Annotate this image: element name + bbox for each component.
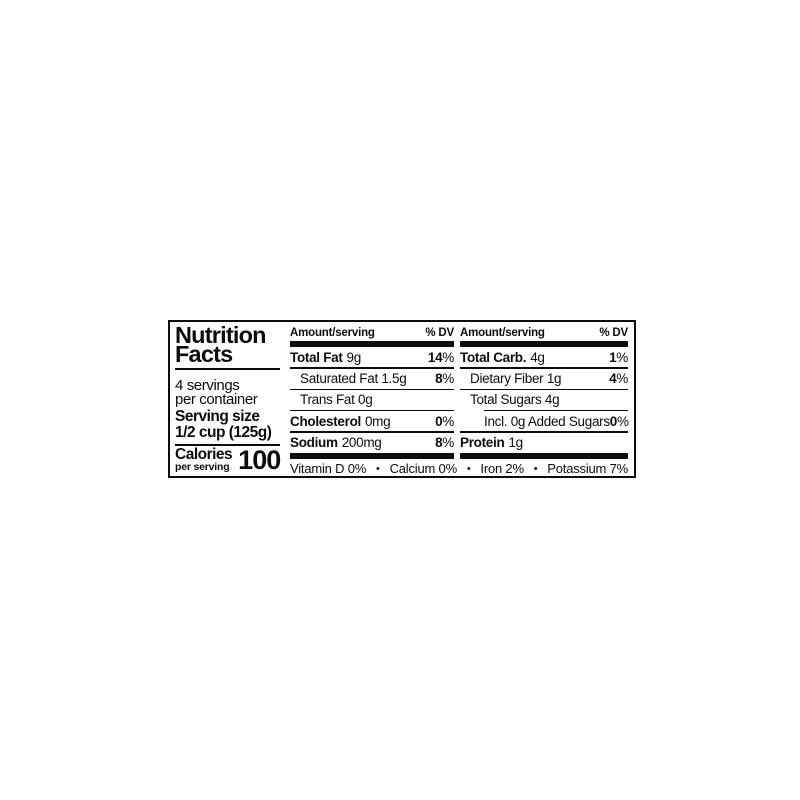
divider [175,368,280,370]
nutrient-amount: Total Carb. 4g [460,350,545,366]
nutrient-column-left: Amount/serving % DV Total Fat 9g 14% Satu… [290,324,454,459]
nutrient-rows: Total Carb. 4g 1% Dietary Fiber 1g 4% Tot… [460,347,629,453]
nutrient-row-cholesterol: Cholesterol 0mg 0% [290,409,454,432]
thick-rule [460,341,628,347]
nutrient-row-total-carb: Total Carb. 4g 1% [460,347,628,368]
nutrient-dv: 14% [427,350,454,366]
serving-size: Serving size 1/2 cup (125g) [175,407,285,441]
title-line-1: Nutrition [175,322,267,348]
percent-dv-header: % DV [599,327,628,339]
bullet-separator: • [533,462,538,475]
servings-line-2: per container [175,390,258,408]
column-header: Amount/serving % DV [460,324,628,341]
nutrient-amount: Protein 1g [460,434,523,450]
nutrient-row-trans-fat: Trans Fat 0g [290,388,454,410]
nutrient-dv: 0% [435,413,454,429]
nutrient-row-protein: Protein 1g [460,430,628,453]
title-line-2: Facts [175,340,233,367]
nutrient-amount: Total Fat 9g [290,350,361,366]
serving-size-line-2: 1/2 cup (125g) [175,423,272,441]
nutrient-amount: Total Sugars 4g [470,392,560,408]
nutrient-dv: 8% [435,371,454,387]
amount-per-serving-header: Amount/serving [460,327,545,339]
nutrient-amount: Incl. 0g Added Sugars [484,413,610,429]
column-header: Amount/serving % DV [290,324,454,341]
bullet-separator: • [466,462,471,475]
nutrient-column-right: Amount/serving % DV Total Carb. 4g 1% Die… [460,324,629,459]
nutrient-row-total-sugars: Total Sugars 4g [460,388,628,410]
nutrient-row-dietary-fiber: Dietary Fiber 1g 4% [460,367,628,389]
nutrient-amount: Dietary Fiber 1g [470,371,562,387]
nutrient-row-sodium: Sodium 200mg 8% [290,430,454,453]
nutrition-facts-label: Nutrition Facts 4 servings per container… [168,320,636,478]
nutrient-amount: Trans Fat 0g [300,392,373,408]
label-title: Nutrition Facts [175,322,285,367]
amount-per-serving-header: Amount/serving [290,327,375,339]
nutrient-dv: 1% [609,350,628,366]
nutrient-row-saturated-fat: Saturated Fat 1.5g 8% [290,367,454,389]
nutrient-rows: Total Fat 9g 14% Saturated Fat 1.5g 8% Tr… [290,347,454,453]
calories-sublabel: per serving [175,460,230,473]
bullet-separator: • [376,462,380,475]
calories-block: Calories per serving 100 [175,444,285,475]
footer-item-potassium: Potassium 7% [547,461,628,476]
divider [175,443,280,446]
serving-size-line-1: Serving size [175,407,260,425]
nutrient-dv: 0% [609,413,629,429]
footer-item-vitamin-d: Vitamin D 0% [290,461,367,476]
nutrient-dv: 8% [435,434,454,450]
micronutrient-footer: Vitamin D 0% • Calcium 0% • Iron 2% • Po… [290,461,628,476]
footer-item-calcium: Calcium 0% [389,461,458,476]
calories-words: Calories per serving [175,445,233,473]
calories-label: Calories [175,445,233,463]
thick-rule [290,341,454,347]
percent-dv-header: % DV [425,327,454,339]
calories-value: 100 [238,444,281,475]
label-left-panel: Nutrition Facts 4 servings per container… [175,322,285,475]
nutrient-amount: Cholesterol 0mg [290,413,391,429]
nutrient-amount: Sodium 200mg [290,434,382,450]
servings-line-1: 4 servings [175,377,240,394]
footer-item-iron: Iron 2% [480,461,524,476]
servings-per-container: 4 servings per container [175,377,285,408]
nutrient-row-added-sugars: Incl. 0g Added Sugars 0% [460,409,629,432]
thick-rule [290,452,454,459]
nutrient-row-total-fat: Total Fat 9g 14% [290,347,454,368]
nutrient-dv: 4% [609,371,628,387]
nutrient-amount: Saturated Fat 1.5g [300,371,407,387]
thick-rule [460,452,628,459]
